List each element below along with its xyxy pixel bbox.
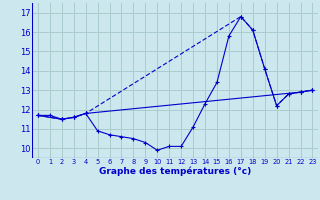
X-axis label: Graphe des températures (°c): Graphe des températures (°c) xyxy=(99,167,251,176)
